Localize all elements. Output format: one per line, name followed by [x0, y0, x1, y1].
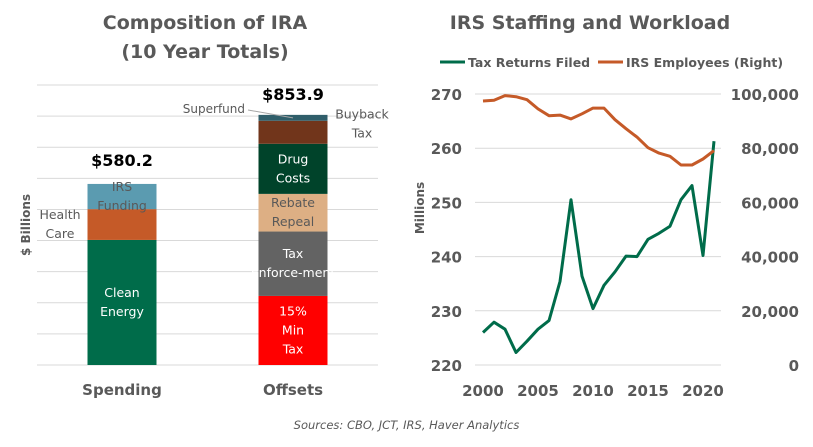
segment-label: Buyback Tax: [335, 106, 389, 140]
legend: Tax Returns Filed IRS Employees (Right): [440, 55, 783, 70]
segment-label: Tax Enforce-ment: [251, 246, 336, 280]
x-axis-tick: 2020: [682, 382, 724, 400]
bar-segment-drug-costs: [258, 143, 328, 194]
segment-label: Rebate Repeal: [271, 195, 315, 229]
right-gridlines: 220 230 240 250 260 270 0 20,000 40,000 60,000 80,…: [431, 86, 799, 400]
series-line-irs-employees-right: [482, 94, 715, 167]
left-bars: [87, 114, 328, 365]
right-series: [481, 94, 716, 354]
bar-segment-15-min-tax: [258, 295, 328, 365]
right-chart-title: IRS Staffing and Workload: [450, 12, 730, 34]
segment-label: IRS Funding: [97, 179, 147, 213]
left-y-axis-label: $ Billions: [19, 194, 33, 256]
left-axis-tick: 260: [431, 140, 462, 158]
right-axis-tick: 80,000: [741, 140, 799, 158]
legend-label-irs-employees: IRS Employees (Right): [626, 55, 783, 70]
left-axis-tick: 270: [431, 86, 462, 104]
x-axis-tick: 2015: [627, 382, 669, 400]
left-axis-tick: 250: [431, 194, 462, 212]
total-label: $580.2: [91, 151, 153, 170]
right-axis-tick: 100,000: [731, 86, 799, 104]
right-axis-tick: 60,000: [741, 194, 799, 212]
source-note: Sources: CBO, JCT, IRS, Haver Analytics: [293, 418, 520, 432]
x-axis-tick: 2000: [462, 382, 504, 400]
x-axis-tick: 2010: [572, 382, 614, 400]
segment-label: Clean Energy: [100, 285, 144, 319]
left-segment-labels: Clean Energy Health Care IRS Funding $580.2 Spe…: [39, 85, 389, 399]
series-line-tax-returns-filed: [481, 141, 716, 354]
bar-segment-buyback-tax: [258, 120, 328, 144]
left-axis-tick: 230: [431, 303, 462, 321]
left-chart-title: Composition of IRA: [103, 12, 308, 34]
legend-label-tax-returns: Tax Returns Filed: [468, 55, 590, 70]
bar-segment-irs-funding: [87, 183, 157, 210]
bar-segment-tax-enforce-ment: [258, 231, 328, 296]
superfund-leader-line: [247, 109, 294, 119]
left-axis-tick: 220: [431, 357, 462, 375]
segment-label: Superfund: [183, 102, 245, 116]
total-label: $853.9: [262, 85, 324, 104]
right-axis-tick: 0: [789, 357, 799, 375]
category-label: Spending: [82, 381, 162, 399]
segment-label: 15% Min Tax: [279, 303, 307, 356]
bar-segment-clean-energy: [87, 239, 157, 365]
x-axis-tick: 2005: [517, 382, 559, 400]
bar-segment-health-care: [87, 209, 157, 240]
right-axis-tick: 40,000: [741, 249, 799, 267]
segment-label: Health Care: [39, 207, 80, 241]
category-label: Offsets: [263, 381, 323, 399]
left-chart-subtitle: (10 Year Totals): [121, 41, 288, 63]
right-y-axis-label: Millions: [413, 182, 427, 234]
left-axis-tick: 240: [431, 249, 462, 267]
segment-label: Drug Costs: [276, 151, 310, 185]
right-axis-tick: 20,000: [741, 303, 799, 321]
bar-segment-rebate-repeal: [258, 193, 328, 232]
